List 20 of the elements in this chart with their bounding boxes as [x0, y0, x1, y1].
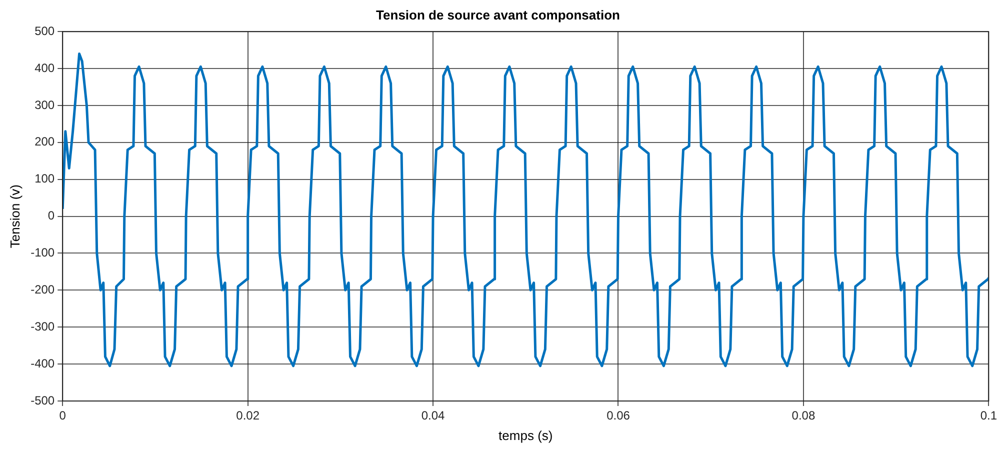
- x-tick-label: 0.08: [792, 408, 816, 423]
- x-tick-label: 0.02: [236, 408, 260, 423]
- x-tick-label: 0.1: [980, 408, 998, 423]
- x-tick-label: 0: [59, 408, 66, 423]
- y-tick-label: 500: [34, 24, 55, 38]
- y-tick-label: -300: [30, 319, 55, 334]
- x-tick-label: 0.06: [606, 408, 630, 423]
- y-tick-label: -200: [30, 282, 55, 296]
- y-tick-label: 100: [34, 172, 55, 186]
- y-tick-label: 200: [34, 134, 55, 149]
- y-tick-label: -500: [30, 393, 55, 408]
- y-tick-label: -400: [30, 356, 55, 370]
- y-tick-label: 300: [34, 98, 55, 112]
- y-tick-label: 400: [34, 60, 55, 75]
- y-axis-title: Tension (v): [7, 184, 22, 248]
- y-tick-label: -100: [30, 246, 55, 260]
- x-axis-title: temps (s): [498, 428, 553, 443]
- chart-title: Tension de source avant componsation: [376, 7, 620, 22]
- x-tick-label: 0.04: [421, 408, 446, 423]
- y-tick-label: 0: [48, 208, 55, 223]
